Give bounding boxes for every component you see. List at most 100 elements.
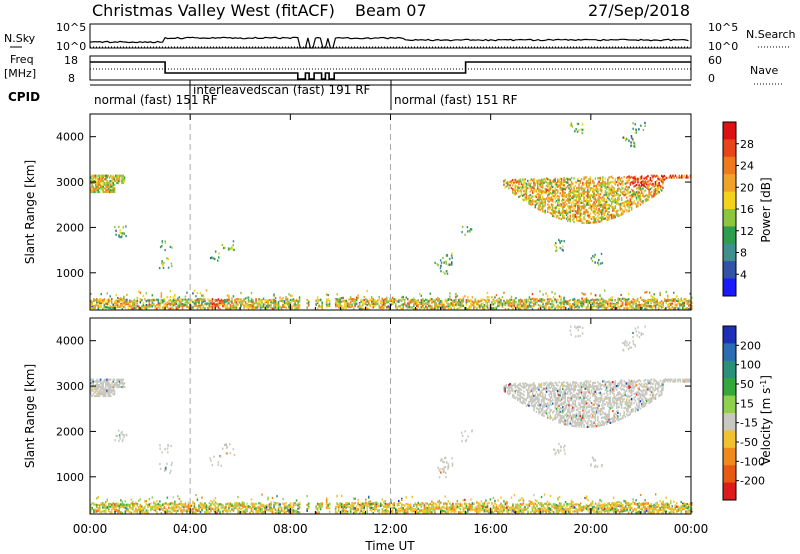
near-range-cell [657, 302, 660, 305]
near-range-cell [246, 507, 248, 510]
near-range-cell [103, 506, 105, 509]
near-range-cell [585, 300, 588, 303]
early-patch-cell [117, 174, 119, 177]
evening-arc-cell [604, 208, 607, 211]
near-range-cell [618, 298, 621, 301]
evening-arc-cell [599, 209, 602, 212]
freq-panel: Freq [MHz] 18 8 60 0 Nave [4, 53, 782, 85]
evening-arc-cell [662, 186, 664, 189]
evening-arc-cell [645, 175, 648, 179]
near-range-cell [612, 306, 615, 309]
near-range-cell [202, 298, 205, 301]
evening-arc-cell [625, 209, 628, 212]
near-range-cell [162, 508, 164, 511]
near-range-cell [432, 307, 435, 310]
evening-arc-cell [598, 204, 600, 207]
evening-arc-cell [594, 219, 597, 222]
evening-arc-cell [577, 206, 579, 210]
near-range-cell [518, 301, 520, 304]
evening-arc-cell [547, 210, 549, 213]
evening-arc-cell [538, 204, 540, 207]
near-range-cell [561, 306, 564, 309]
evening-arc-cell [580, 199, 583, 203]
evening-arc-cell [587, 196, 589, 199]
scatter-echo-cell [212, 257, 215, 260]
near-range-cell [148, 503, 151, 506]
near-range-cell [459, 298, 462, 301]
evening-arc-cell [610, 204, 613, 207]
evening-arc-cell [620, 177, 623, 180]
near-range-cell [285, 306, 287, 309]
near-range-cell [555, 299, 558, 302]
cpid-label: CPID [8, 90, 40, 104]
evening-arc-cell [583, 218, 585, 221]
evening-arc-cell [542, 199, 544, 202]
evening-arc-cell [520, 190, 523, 193]
near-range-cell [500, 303, 502, 306]
evening-arc-cell [575, 203, 578, 206]
evening-arc-cell [594, 203, 597, 206]
evening-arc-cell [539, 188, 541, 192]
near-range-cell [273, 293, 275, 296]
near-range-cell [587, 303, 589, 306]
evening-arc-cell [557, 189, 559, 192]
near-range-cell [247, 505, 250, 508]
date-title: 27/Sep/2018 [588, 1, 690, 20]
near-range-cell [297, 502, 299, 505]
evening-arc-cell [600, 183, 603, 186]
evening-arc-cell [583, 189, 585, 192]
early-patch-cell [97, 187, 99, 190]
evening-arc-cell [612, 216, 614, 220]
near-range-cell [620, 303, 622, 306]
evening-arc-cell [608, 203, 610, 206]
evening-arc-cell [624, 208, 627, 211]
near-range-cell [150, 509, 152, 512]
near-range-cell [223, 506, 226, 509]
evening-arc-cell [579, 212, 582, 215]
evening-arc-cell [635, 198, 638, 201]
evening-arc-cell [537, 192, 539, 196]
evening-arc-cell [669, 174, 672, 177]
evening-arc-cell [642, 201, 644, 205]
evening-arc-cell [570, 176, 573, 180]
near-range-cell [408, 305, 410, 309]
evening-arc-cell [643, 184, 645, 187]
evening-arc-cell [604, 201, 607, 204]
near-range-cell [181, 510, 184, 513]
early-patch-cell [107, 187, 109, 190]
evening-arc-cell [537, 183, 539, 187]
evening-arc-cell [597, 199, 599, 202]
evening-arc-cell [594, 177, 597, 180]
early-patch-cell [91, 183, 93, 186]
evening-arc-cell [553, 189, 555, 193]
near-range-cell [327, 303, 329, 306]
near-range-cell [316, 507, 319, 510]
near-range-cell [621, 303, 624, 306]
near-range-cell [662, 301, 664, 304]
evening-arc-cell [563, 202, 565, 205]
near-range-cell [247, 307, 250, 310]
near-range-cell [297, 307, 299, 310]
evening-arc-cell [535, 188, 538, 191]
evening-arc-cell [623, 205, 625, 208]
near-range-cell [166, 496, 169, 499]
early-patch-cell [110, 189, 112, 192]
near-range-cell [345, 511, 347, 514]
scatter-echo-cell [633, 145, 636, 148]
scatter-echo-cell [470, 228, 473, 231]
near-range-cell [229, 305, 232, 308]
near-range-cell [270, 306, 272, 309]
evening-arc-cell [614, 214, 617, 217]
near-range-cell [199, 502, 202, 505]
evening-arc-cell [618, 181, 620, 184]
near-range-cell [560, 296, 562, 299]
near-range-cell [117, 509, 119, 513]
evening-arc-cell [560, 181, 563, 184]
evening-arc-cell [549, 206, 551, 209]
near-range-cell [477, 300, 480, 303]
evening-arc-cell [549, 179, 551, 182]
near-range-cell [422, 302, 424, 305]
evening-arc-cell [532, 186, 534, 189]
near-range-cell [428, 300, 430, 303]
evening-arc-cell [614, 179, 617, 182]
